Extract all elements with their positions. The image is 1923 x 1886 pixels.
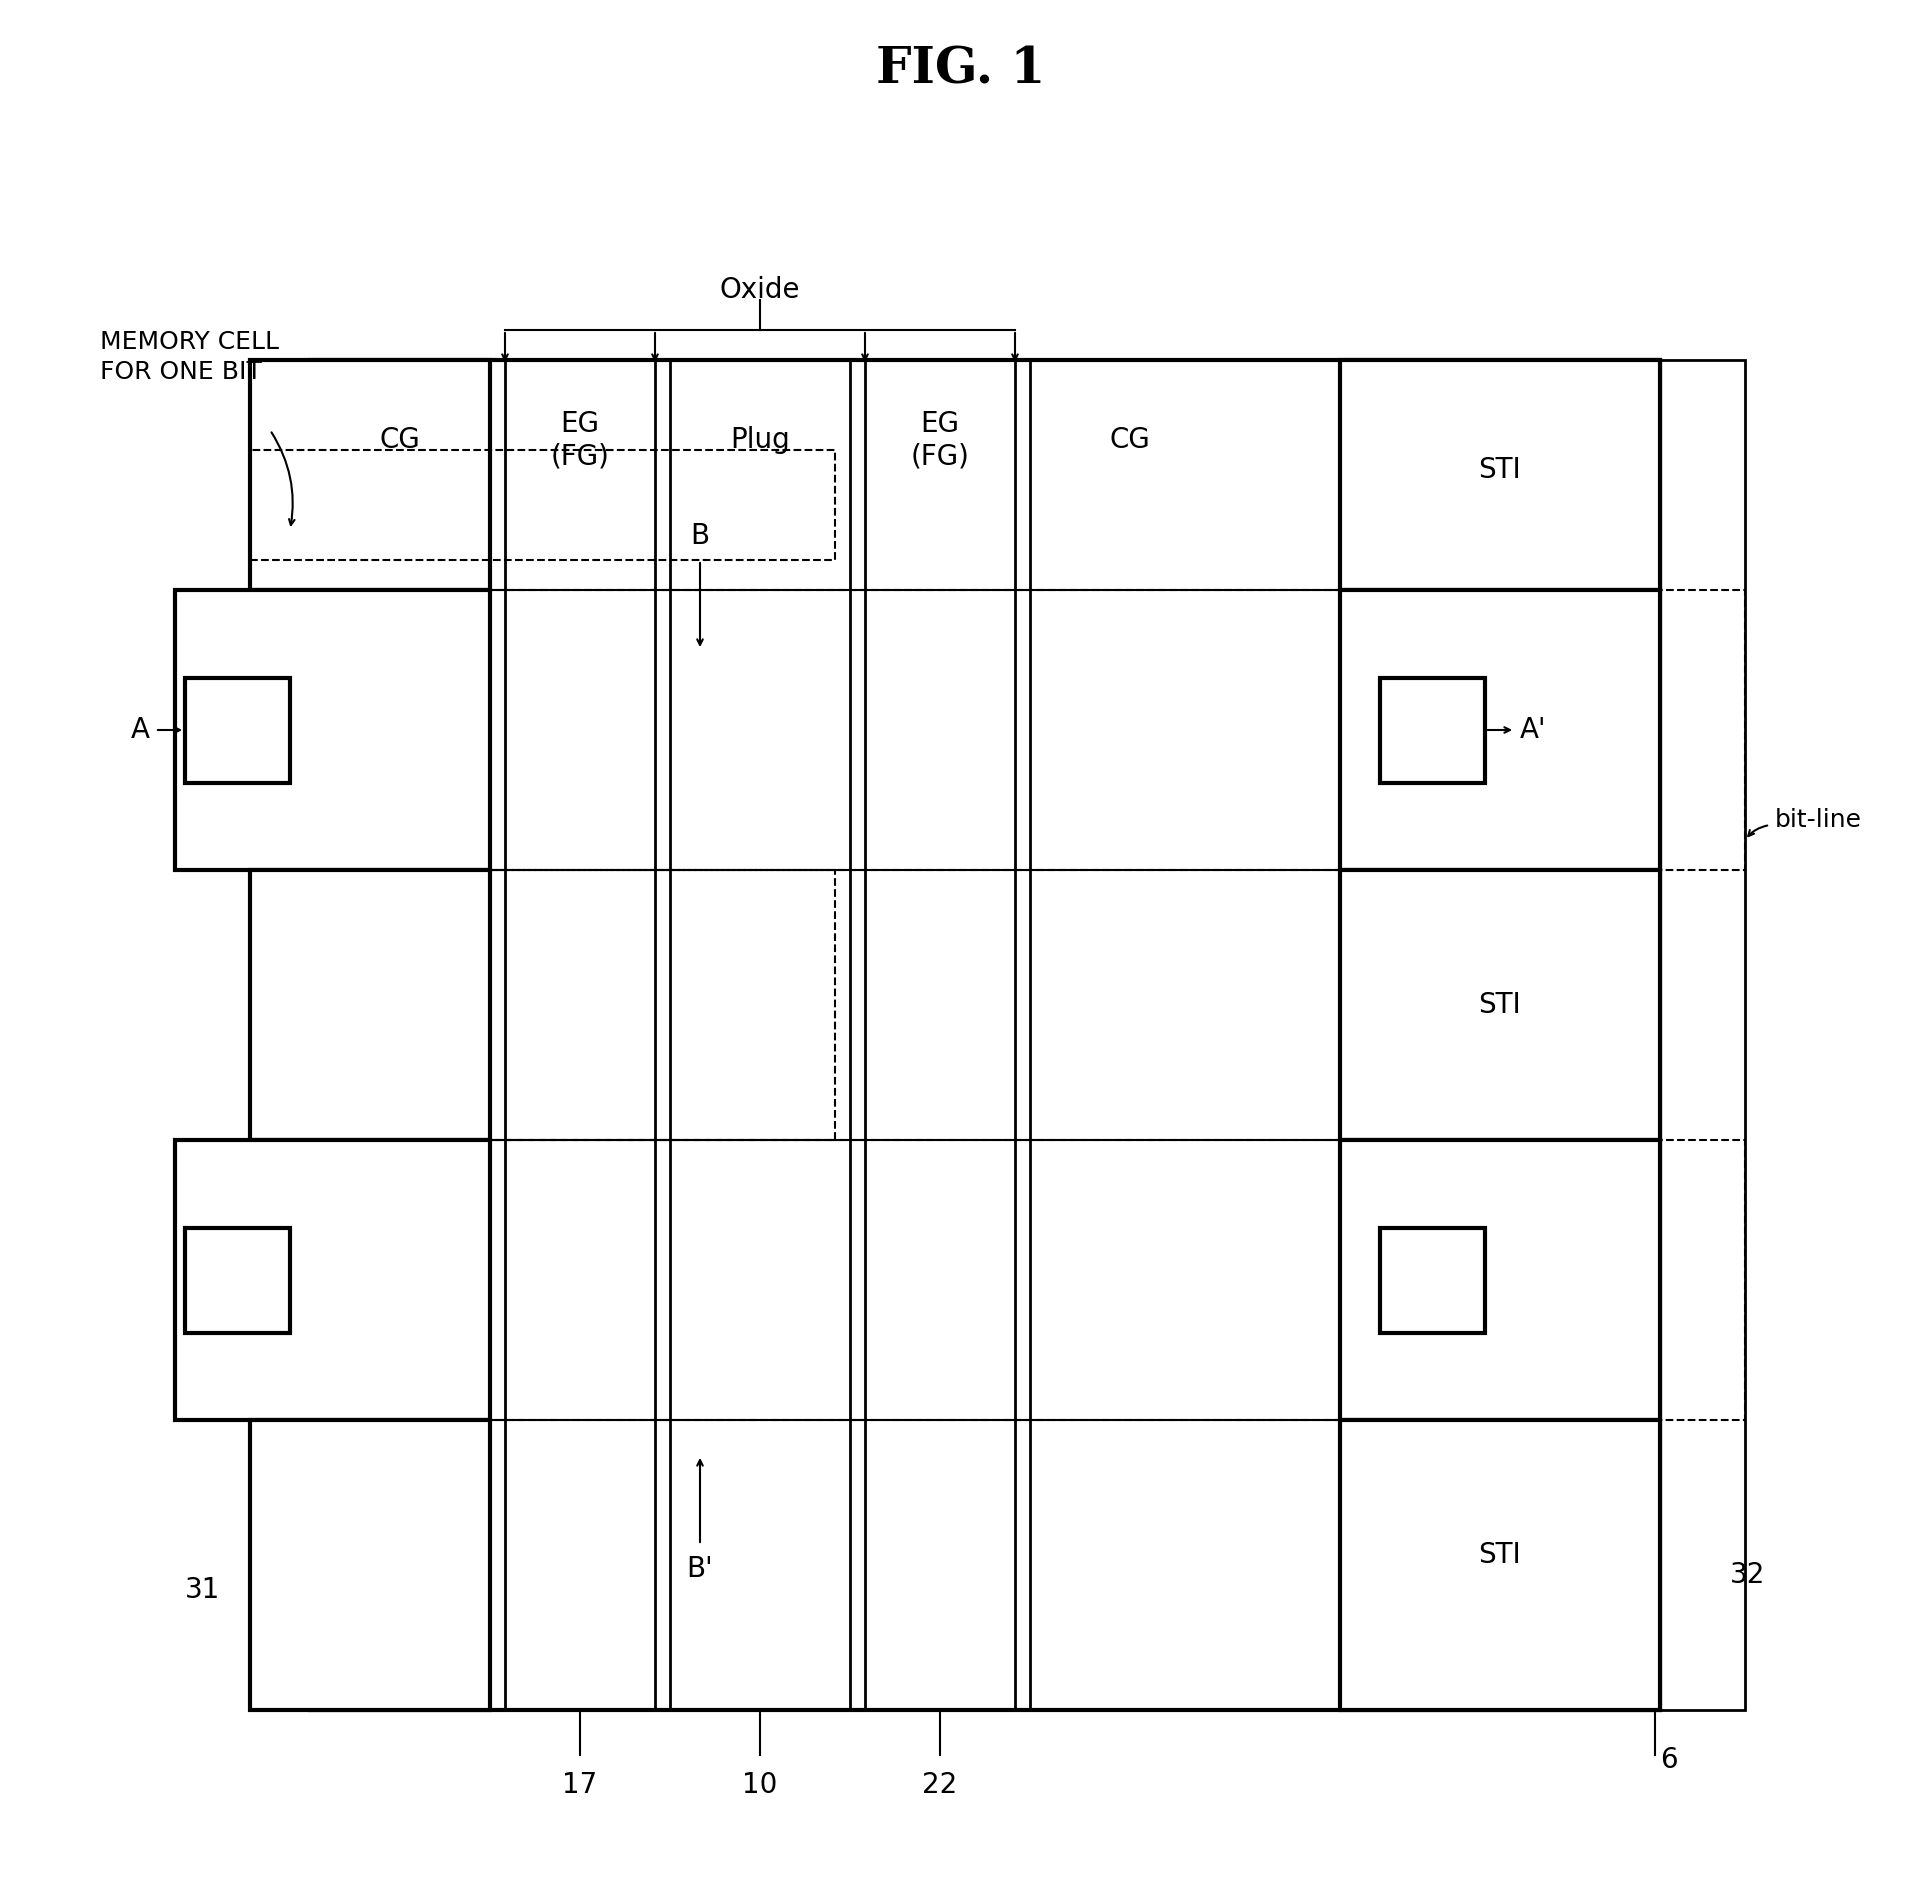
Text: CT: CT [1415, 717, 1450, 743]
Text: CT: CT [219, 717, 256, 743]
Text: 32: 32 [1731, 1562, 1765, 1590]
Text: 17: 17 [562, 1771, 598, 1799]
Text: STI: STI [1479, 1541, 1521, 1569]
Bar [175, 1139, 490, 1420]
Bar [1381, 1228, 1485, 1333]
Text: B': B' [687, 1554, 713, 1582]
Bar [310, 360, 1660, 1711]
Bar [250, 451, 835, 560]
Text: Plug: Plug [731, 426, 790, 455]
Bar [1340, 590, 1660, 869]
Text: CG: CG [379, 426, 421, 455]
Text: A: A [131, 717, 150, 743]
Bar [185, 677, 290, 783]
Bar [1340, 1420, 1660, 1711]
Bar [175, 590, 490, 869]
Bar [1381, 677, 1485, 783]
Text: CG: CG [1110, 426, 1150, 455]
Text: CT: CT [1415, 1266, 1450, 1294]
Text: Oxide: Oxide [719, 275, 800, 304]
Text: bit-line: bit-line [1775, 807, 1861, 832]
Bar [175, 590, 1744, 869]
Text: 22: 22 [923, 1771, 958, 1799]
Text: MEMORY CELL
FOR ONE BIT: MEMORY CELL FOR ONE BIT [100, 330, 279, 383]
Bar [1340, 869, 1660, 1139]
Text: 10: 10 [742, 1771, 777, 1799]
Text: B: B [690, 522, 710, 551]
Text: EG
(FG): EG (FG) [550, 409, 610, 470]
Bar [250, 869, 835, 1139]
Bar [185, 1228, 290, 1333]
Text: CT: CT [219, 1266, 256, 1294]
Bar [175, 1139, 1744, 1420]
Bar [1340, 360, 1660, 590]
Bar [250, 869, 490, 1139]
Bar [1340, 1139, 1660, 1420]
Text: A': A' [1519, 717, 1546, 743]
Text: 31: 31 [185, 1577, 221, 1603]
Text: STI: STI [1479, 456, 1521, 485]
Bar [250, 1420, 490, 1711]
Text: 6: 6 [1660, 1746, 1677, 1775]
Text: EG
(FG): EG (FG) [912, 409, 969, 470]
Bar [250, 360, 490, 590]
Text: STI: STI [1479, 990, 1521, 1018]
Bar [1340, 360, 1744, 1711]
Text: FIG. 1: FIG. 1 [877, 45, 1046, 94]
